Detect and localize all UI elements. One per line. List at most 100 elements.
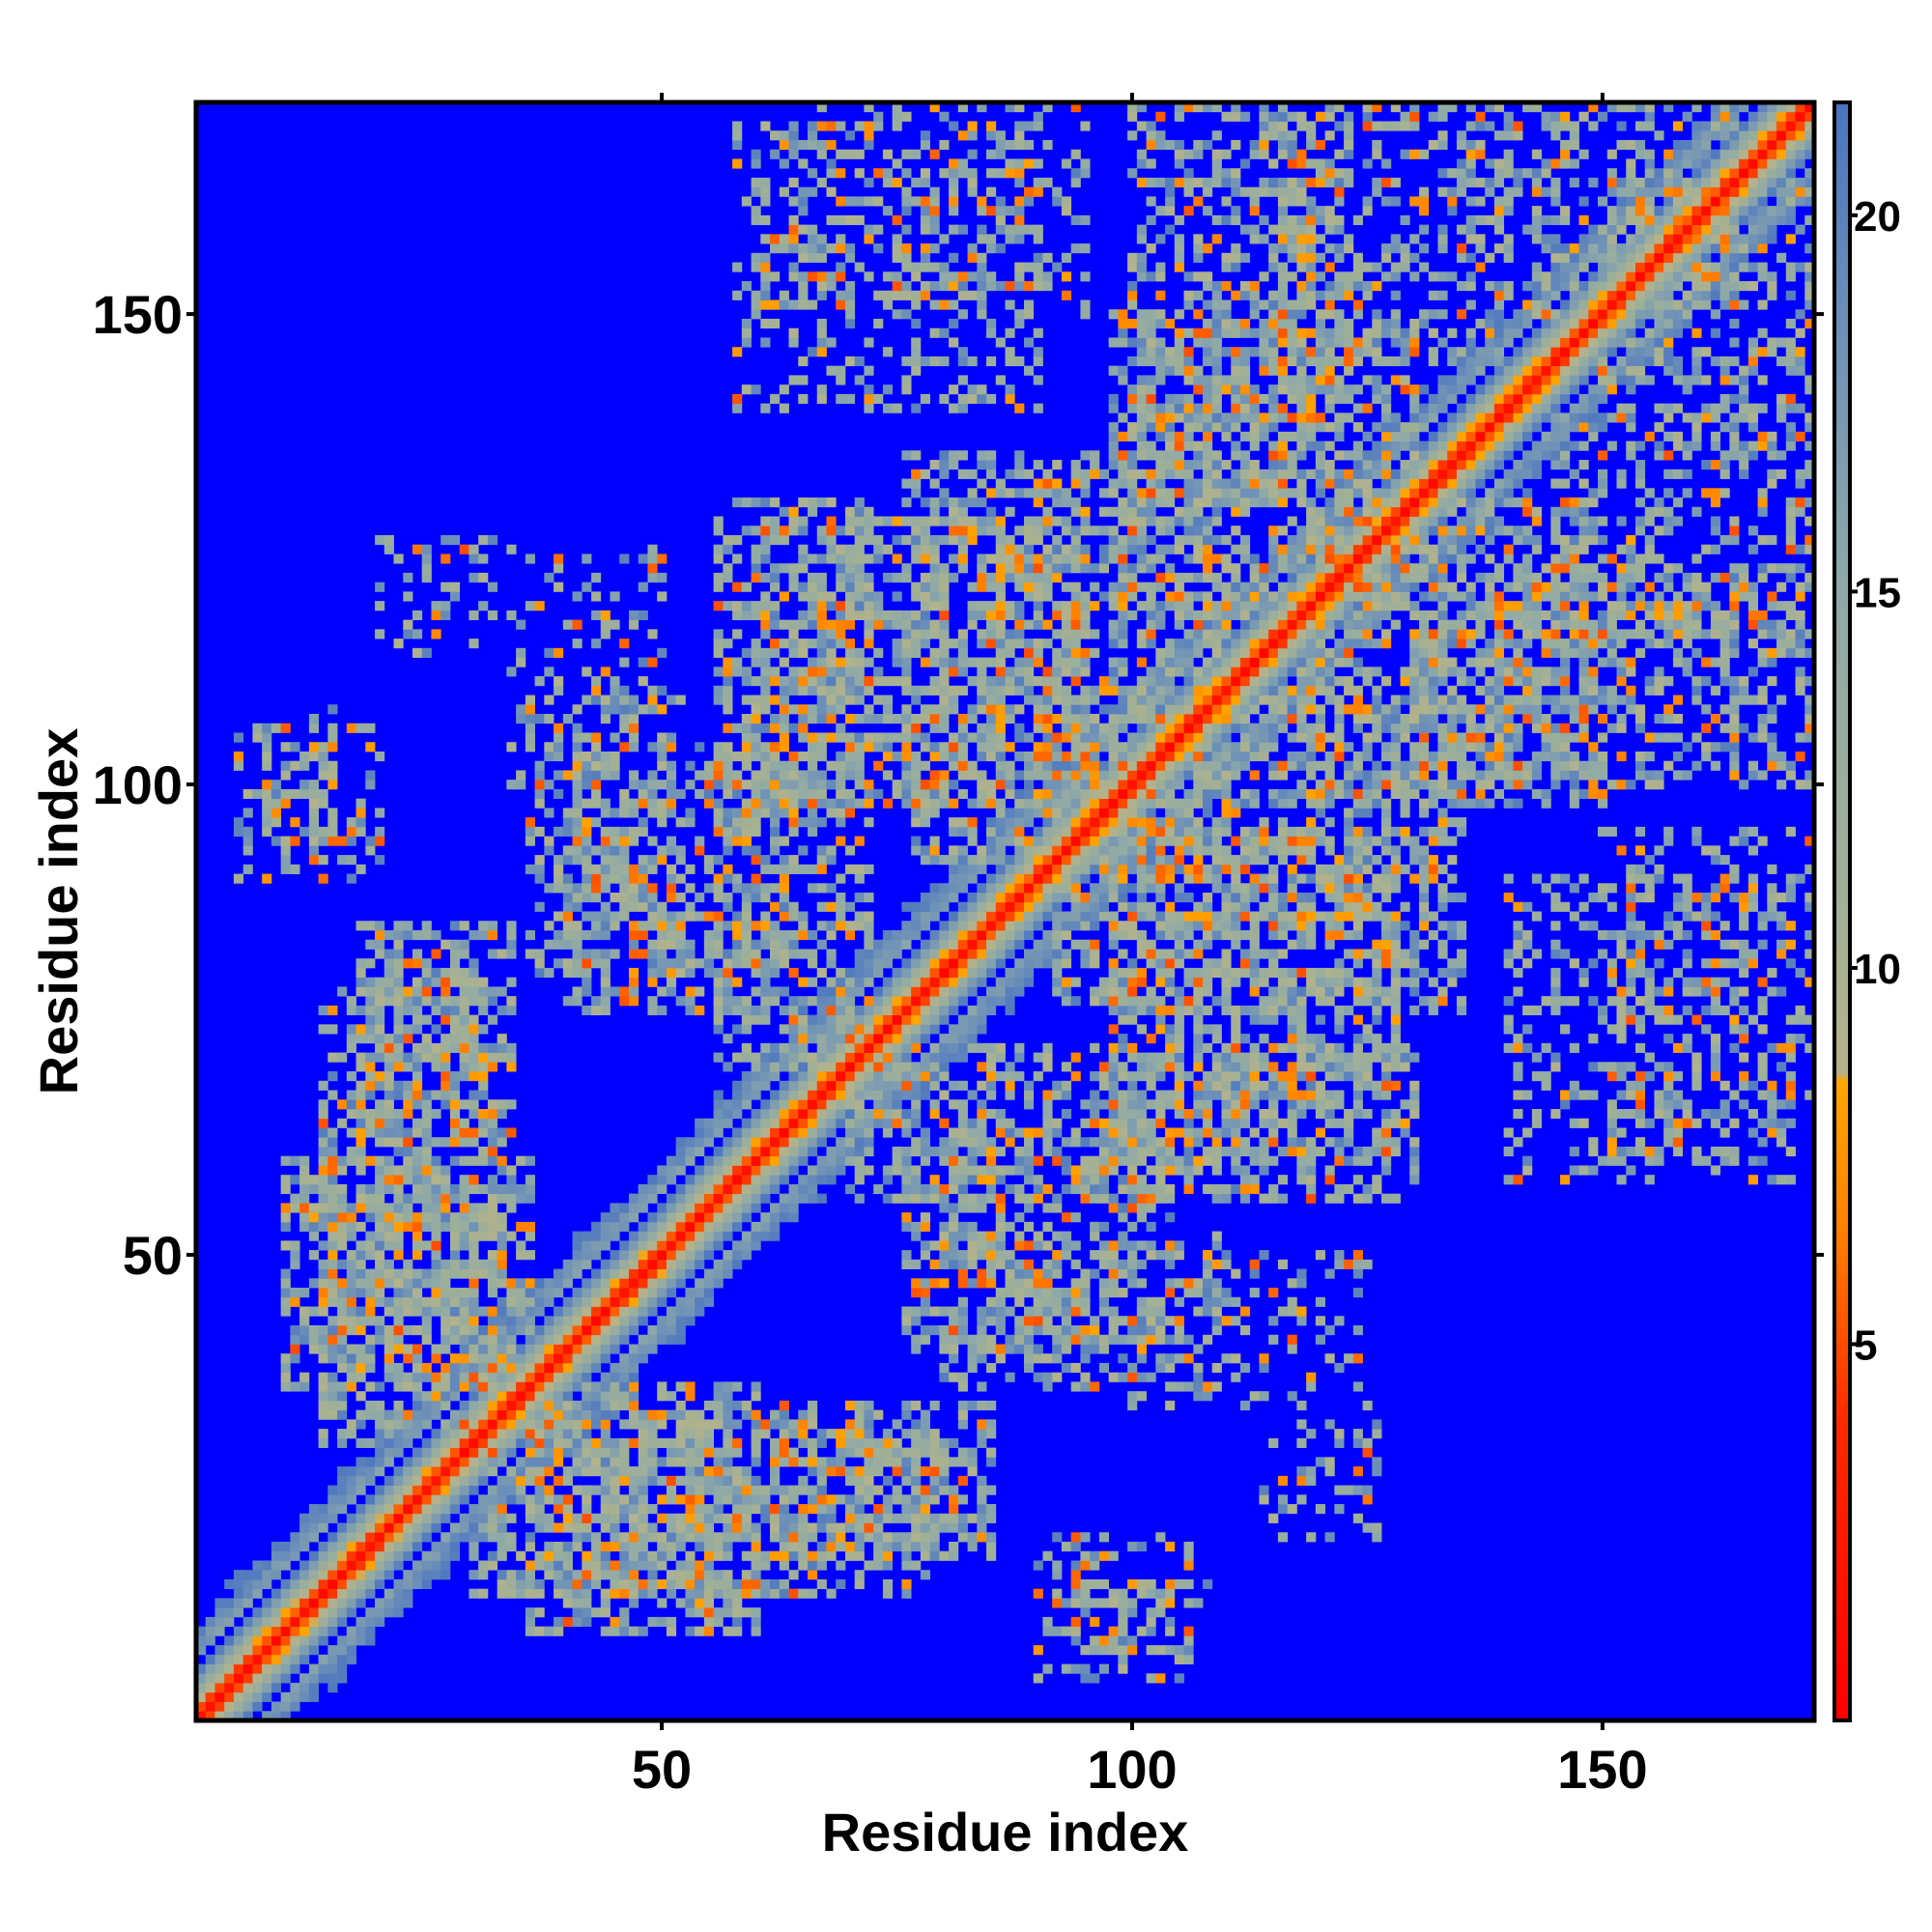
heatmap-cell — [685, 1175, 696, 1185]
heatmap-cell — [657, 911, 668, 922]
heatmap-cell — [525, 1353, 535, 1364]
heatmap-cell — [375, 1429, 385, 1439]
heatmap-cell — [582, 911, 592, 922]
heatmap-cell — [882, 1071, 894, 1082]
heatmap-cell — [299, 826, 310, 837]
heatmap-cell — [873, 619, 884, 630]
heatmap-cell — [826, 1090, 837, 1100]
heatmap-cell — [713, 929, 724, 941]
heatmap-cell — [741, 742, 752, 753]
heatmap-cell — [638, 929, 648, 941]
heatmap-cell — [308, 1570, 319, 1580]
heatmap-cell — [308, 1560, 319, 1571]
heatmap-cell — [412, 1532, 423, 1543]
heatmap-cell — [864, 1118, 874, 1128]
heatmap-cell — [280, 1701, 291, 1712]
heatmap-cell — [920, 1504, 930, 1515]
heatmap-cell — [582, 1381, 592, 1392]
heatmap-cell — [723, 986, 733, 997]
heatmap-cell — [864, 958, 874, 969]
heatmap-cell — [544, 1485, 554, 1495]
heatmap-cell — [723, 1578, 733, 1590]
heatmap-cell — [449, 1024, 461, 1035]
heatmap-cell — [196, 1626, 207, 1636]
heatmap-cell — [431, 1052, 441, 1063]
heatmap-cell — [516, 1278, 526, 1289]
heatmap-cell — [459, 1485, 469, 1495]
heatmap-cell — [920, 1513, 930, 1523]
heatmap-cell — [695, 911, 705, 922]
heatmap-cell — [911, 1183, 922, 1195]
heatmap-cell — [497, 1231, 507, 1241]
heatmap-cell — [346, 1109, 356, 1120]
heatmap-cell — [337, 1240, 348, 1251]
heatmap-cell — [308, 713, 319, 724]
heatmap-cell — [610, 1570, 620, 1580]
heatmap-cell — [807, 1457, 818, 1467]
heatmap-cell — [901, 168, 912, 179]
heatmap-cell — [506, 929, 517, 941]
heatmap-cell — [779, 685, 789, 696]
heatmap-cell — [628, 1541, 639, 1552]
heatmap-cell — [751, 1090, 761, 1100]
heatmap-cell — [619, 723, 630, 733]
heatmap-cell — [431, 1466, 441, 1477]
heatmap-cell — [732, 1099, 743, 1110]
heatmap-cell — [327, 1588, 338, 1599]
heatmap-cell — [911, 196, 922, 207]
heatmap-cell — [478, 572, 489, 583]
heatmap-cell — [751, 1447, 761, 1458]
heatmap-cell — [901, 516, 912, 526]
heatmap-cell — [318, 1513, 328, 1523]
heatmap-cell — [920, 780, 930, 790]
heatmap-cell — [628, 695, 639, 705]
heatmap-cell — [327, 1146, 338, 1157]
heatmap-cell — [901, 798, 912, 809]
heatmap-cell — [421, 1324, 432, 1336]
heatmap-cell — [628, 1400, 639, 1411]
heatmap-cell — [882, 1494, 894, 1505]
heatmap-cell — [562, 921, 573, 931]
heatmap-cell — [760, 271, 771, 282]
heatmap-cell — [365, 1296, 376, 1307]
heatmap-cell — [911, 798, 922, 809]
heatmap-cell — [713, 977, 724, 987]
heatmap-cell — [864, 864, 874, 874]
heatmap-cell — [393, 1034, 404, 1044]
heatmap-cell — [403, 1212, 413, 1223]
heatmap-cell — [628, 873, 639, 884]
heatmap-cell — [628, 1353, 639, 1364]
heatmap-cell — [892, 1437, 902, 1448]
heatmap-cell — [337, 1306, 348, 1317]
heatmap-cell — [779, 1109, 789, 1120]
heatmap-cell — [487, 949, 498, 959]
heatmap-cell — [949, 1175, 959, 1185]
heatmap-cell — [459, 1042, 469, 1053]
heatmap-cell — [949, 751, 959, 762]
heatmap-cell — [770, 676, 781, 687]
heatmap-cell — [788, 855, 799, 866]
heatmap-cell — [365, 939, 376, 950]
heatmap-cell — [760, 526, 771, 536]
heatmap-cell — [308, 723, 319, 733]
heatmap-cell — [280, 1353, 291, 1364]
heatmap-cell — [534, 1372, 545, 1382]
heatmap-cell — [242, 864, 253, 874]
heatmap-cell — [403, 1099, 413, 1110]
heatmap-cell — [666, 1231, 677, 1241]
heatmap-cell — [844, 1118, 856, 1128]
heatmap-cell — [901, 939, 912, 950]
heatmap-cell — [854, 1005, 865, 1016]
heatmap-cell — [836, 921, 846, 931]
heatmap-cell — [582, 1532, 592, 1543]
heatmap-cell — [337, 1663, 348, 1674]
heatmap-cell — [949, 1146, 959, 1157]
heatmap-cell — [788, 798, 799, 809]
heatmap-cell — [591, 929, 602, 941]
heatmap-cell — [939, 1014, 950, 1025]
heatmap-cell — [939, 1522, 950, 1533]
heatmap-cell — [262, 780, 272, 790]
heatmap-cell — [751, 770, 761, 781]
heatmap-cell — [497, 1183, 507, 1195]
heatmap-cell — [713, 1409, 724, 1420]
